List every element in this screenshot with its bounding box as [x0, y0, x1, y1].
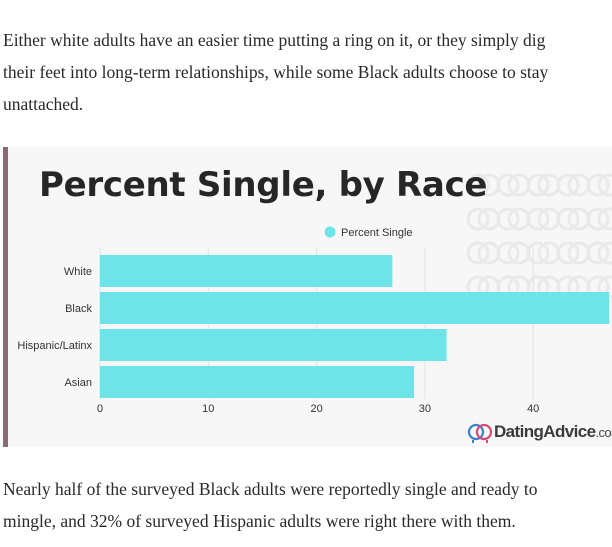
watermark-ring — [496, 173, 520, 197]
watermark-ring — [466, 241, 490, 265]
brand-logo: DatingAdvice.com — [466, 420, 612, 444]
watermark-ring — [586, 207, 610, 231]
watermark-ring — [496, 207, 520, 231]
paragraph-line: Either white adults have an easier time … — [3, 30, 546, 50]
chart-figure: Percent Single, by Race Percent Single Wh… — [3, 147, 612, 447]
watermark-ring — [526, 207, 550, 231]
bar — [100, 366, 415, 398]
x-tick-label: 20 — [310, 403, 322, 415]
watermark-ring — [556, 173, 580, 197]
article-paragraph-top: Either white adults have an easier time … — [3, 24, 612, 120]
bar — [100, 255, 393, 287]
x-tick-label: 40 — [527, 403, 539, 415]
watermark-ring — [556, 207, 580, 231]
watermark-ring — [466, 173, 490, 197]
paragraph-line: Nearly half of the surveyed Black adults… — [3, 479, 538, 499]
bar — [100, 292, 610, 324]
watermark-ring — [597, 207, 612, 231]
x-tick-label: 10 — [202, 403, 214, 415]
category-label: White — [64, 266, 92, 278]
bar-chart: Percent Single White Black Hispanic/Latinx A… — [17, 226, 610, 415]
watermark-ring — [556, 241, 580, 265]
x-tick-label: 0 — [97, 403, 103, 415]
legend-swatch — [324, 226, 336, 238]
watermark-ring — [586, 173, 610, 197]
watermark-ring — [526, 241, 550, 265]
bar — [100, 329, 447, 361]
brand-name: DatingAdvice.com — [494, 422, 612, 442]
watermark-ring — [496, 241, 520, 265]
brand-name-main: DatingAdvice — [494, 422, 596, 441]
category-label: Asian — [64, 377, 92, 389]
article-paragraph-bottom: Nearly half of the surveyed Black adults… — [3, 473, 612, 537]
legend-label: Percent Single — [341, 227, 413, 239]
paragraph-line: mingle, and 32% of surveyed Hispanic adu… — [3, 511, 516, 531]
chart-title: Percent Single, by Race — [39, 165, 488, 205]
interlocked-rings-icon — [467, 423, 493, 443]
paragraph-line: their feet into long-term relationships,… — [3, 62, 549, 82]
watermark-ring — [586, 241, 610, 265]
brand-domain-suffix: .com — [595, 425, 612, 440]
watermark-ring — [526, 173, 550, 197]
x-tick-label: 30 — [419, 403, 431, 415]
paragraph-line: unattached. — [3, 94, 84, 114]
watermark-ring — [466, 207, 490, 231]
category-label: Black — [65, 303, 92, 315]
watermark-ring — [597, 241, 612, 265]
category-label: Hispanic/Latinx — [17, 340, 92, 352]
watermark-ring — [597, 173, 612, 197]
